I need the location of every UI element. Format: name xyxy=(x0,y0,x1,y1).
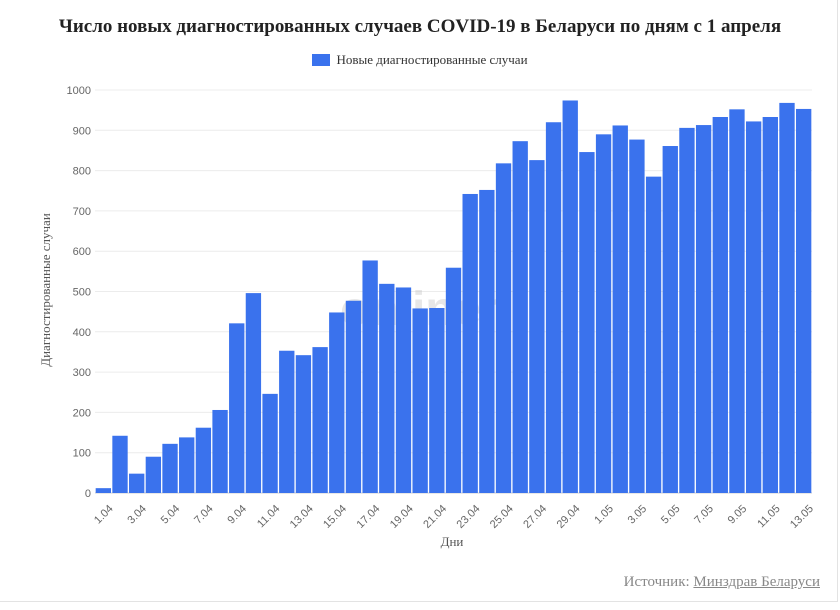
y-tick-label: 800 xyxy=(73,166,91,178)
y-tick-label: 0 xyxy=(85,488,91,500)
bar-23.04[interactable] xyxy=(462,193,478,493)
x-axis-ticks: 1.04 3.04 5.04 7.04 9.04 11.04 13.04 15.04 17.04… xyxy=(92,503,816,531)
bar-7.04[interactable] xyxy=(195,427,212,493)
y-tick-label: 1000 xyxy=(67,85,91,97)
y-tick-label: 400 xyxy=(73,327,91,339)
y-tick-label: 100 xyxy=(73,448,91,460)
bar-18.04[interactable] xyxy=(379,283,395,493)
x-tick-label: 29.04 xyxy=(555,503,583,531)
bar-24.04[interactable] xyxy=(479,189,495,493)
bar-11.04[interactable] xyxy=(262,393,278,493)
bar-4.05[interactable] xyxy=(645,176,662,493)
x-tick-label: 7.04 xyxy=(192,503,216,527)
y-axis-ticks: 0 100 200 300 400 500 600 700 800 900 1000 xyxy=(67,85,91,500)
x-tick-label: 1.04 xyxy=(92,503,116,527)
bar-27.04[interactable] xyxy=(529,160,545,493)
bar-16.04[interactable] xyxy=(345,300,362,493)
bar-12.04[interactable] xyxy=(279,350,295,493)
bar-10.05[interactable] xyxy=(745,121,762,494)
x-tick-label: 7.05 xyxy=(692,503,716,527)
bar-12.05[interactable] xyxy=(779,102,795,494)
x-tick-label: 3.05 xyxy=(626,503,650,527)
x-tick-label: 3.04 xyxy=(125,503,149,527)
legend-swatch xyxy=(312,54,331,66)
bar-8.05[interactable] xyxy=(712,117,728,493)
bar-4.04[interactable] xyxy=(145,456,162,493)
x-tick-label: 13.05 xyxy=(788,503,816,531)
bar-2.04[interactable] xyxy=(112,435,128,493)
x-tick-label: 23.04 xyxy=(455,503,483,531)
bar-30.04[interactable] xyxy=(579,152,595,493)
bar-25.04[interactable] xyxy=(495,163,512,493)
bar-9.04[interactable] xyxy=(229,323,245,493)
bar-13.04[interactable] xyxy=(295,355,312,493)
bar-26.04[interactable] xyxy=(512,141,528,493)
bar-11.05[interactable] xyxy=(762,117,778,493)
y-tick-label: 700 xyxy=(73,206,91,218)
x-tick-label: 21.04 xyxy=(421,503,449,531)
source-link[interactable]: Минздрав Беларуси xyxy=(693,574,820,590)
bar-20.04[interactable] xyxy=(412,308,428,493)
bar-10.04[interactable] xyxy=(245,293,262,493)
bar-13.05[interactable] xyxy=(795,108,812,493)
bar-3.05[interactable] xyxy=(629,139,645,493)
legend-label: Новые диагностированные случаи xyxy=(336,52,528,67)
x-tick-label: 1.05 xyxy=(592,503,616,527)
bar-21.04[interactable] xyxy=(429,308,445,493)
bar-6.04[interactable] xyxy=(179,437,195,493)
bars xyxy=(95,100,812,494)
x-tick-label: 11.04 xyxy=(255,503,282,530)
x-tick-label: 19.04 xyxy=(388,503,416,531)
bar-14.04[interactable] xyxy=(312,347,328,493)
bar-5.05[interactable] xyxy=(662,146,678,493)
y-tick-label: 300 xyxy=(73,367,91,379)
y-tick-label: 600 xyxy=(73,246,91,258)
x-tick-label: 5.05 xyxy=(659,503,683,527)
x-tick-label: 17.04 xyxy=(355,503,383,531)
x-tick-label: 5.04 xyxy=(159,503,183,527)
x-axis-label: Дни xyxy=(441,534,464,549)
bar-28.04[interactable] xyxy=(545,122,562,494)
y-axis-label: Диагностированные случаи xyxy=(38,213,53,367)
source-prefix: Источник: xyxy=(623,574,694,590)
x-tick-label: 13.04 xyxy=(288,503,316,531)
chart-title: Число новых диагностированных случаев CO… xyxy=(58,16,782,37)
y-tick-label: 900 xyxy=(73,125,91,137)
bar-29.04[interactable] xyxy=(562,100,578,493)
source-note: Источник: Минздрав Беларуси xyxy=(624,574,820,591)
x-tick-label: 9.05 xyxy=(726,503,750,527)
x-tick-label: 15.04 xyxy=(321,503,349,531)
x-tick-label: 25.04 xyxy=(488,503,516,531)
x-tick-label: 27.04 xyxy=(521,503,549,531)
bar-7.05[interactable] xyxy=(695,125,712,493)
bar-22.04[interactable] xyxy=(445,267,462,493)
y-tick-label: 500 xyxy=(73,287,91,299)
bar-15.04[interactable] xyxy=(329,312,345,493)
chart-legend[interactable]: Новые диагностированные случаи xyxy=(0,52,840,68)
x-tick-label: 9.04 xyxy=(225,503,249,527)
bar-2.05[interactable] xyxy=(612,125,628,494)
x-tick-label: 11.05 xyxy=(755,503,782,530)
bar-8.04[interactable] xyxy=(212,409,228,493)
bar-1.05[interactable] xyxy=(595,134,612,493)
bar-1.04[interactable] xyxy=(95,488,112,493)
bar-6.05[interactable] xyxy=(679,127,695,493)
bar-3.04[interactable] xyxy=(129,473,145,493)
bar-5.04[interactable] xyxy=(162,443,178,493)
y-tick-label: 200 xyxy=(73,407,91,419)
bar-19.04[interactable] xyxy=(395,287,412,493)
bar-17.04[interactable] xyxy=(362,260,378,493)
bar-9.05[interactable] xyxy=(729,109,745,493)
